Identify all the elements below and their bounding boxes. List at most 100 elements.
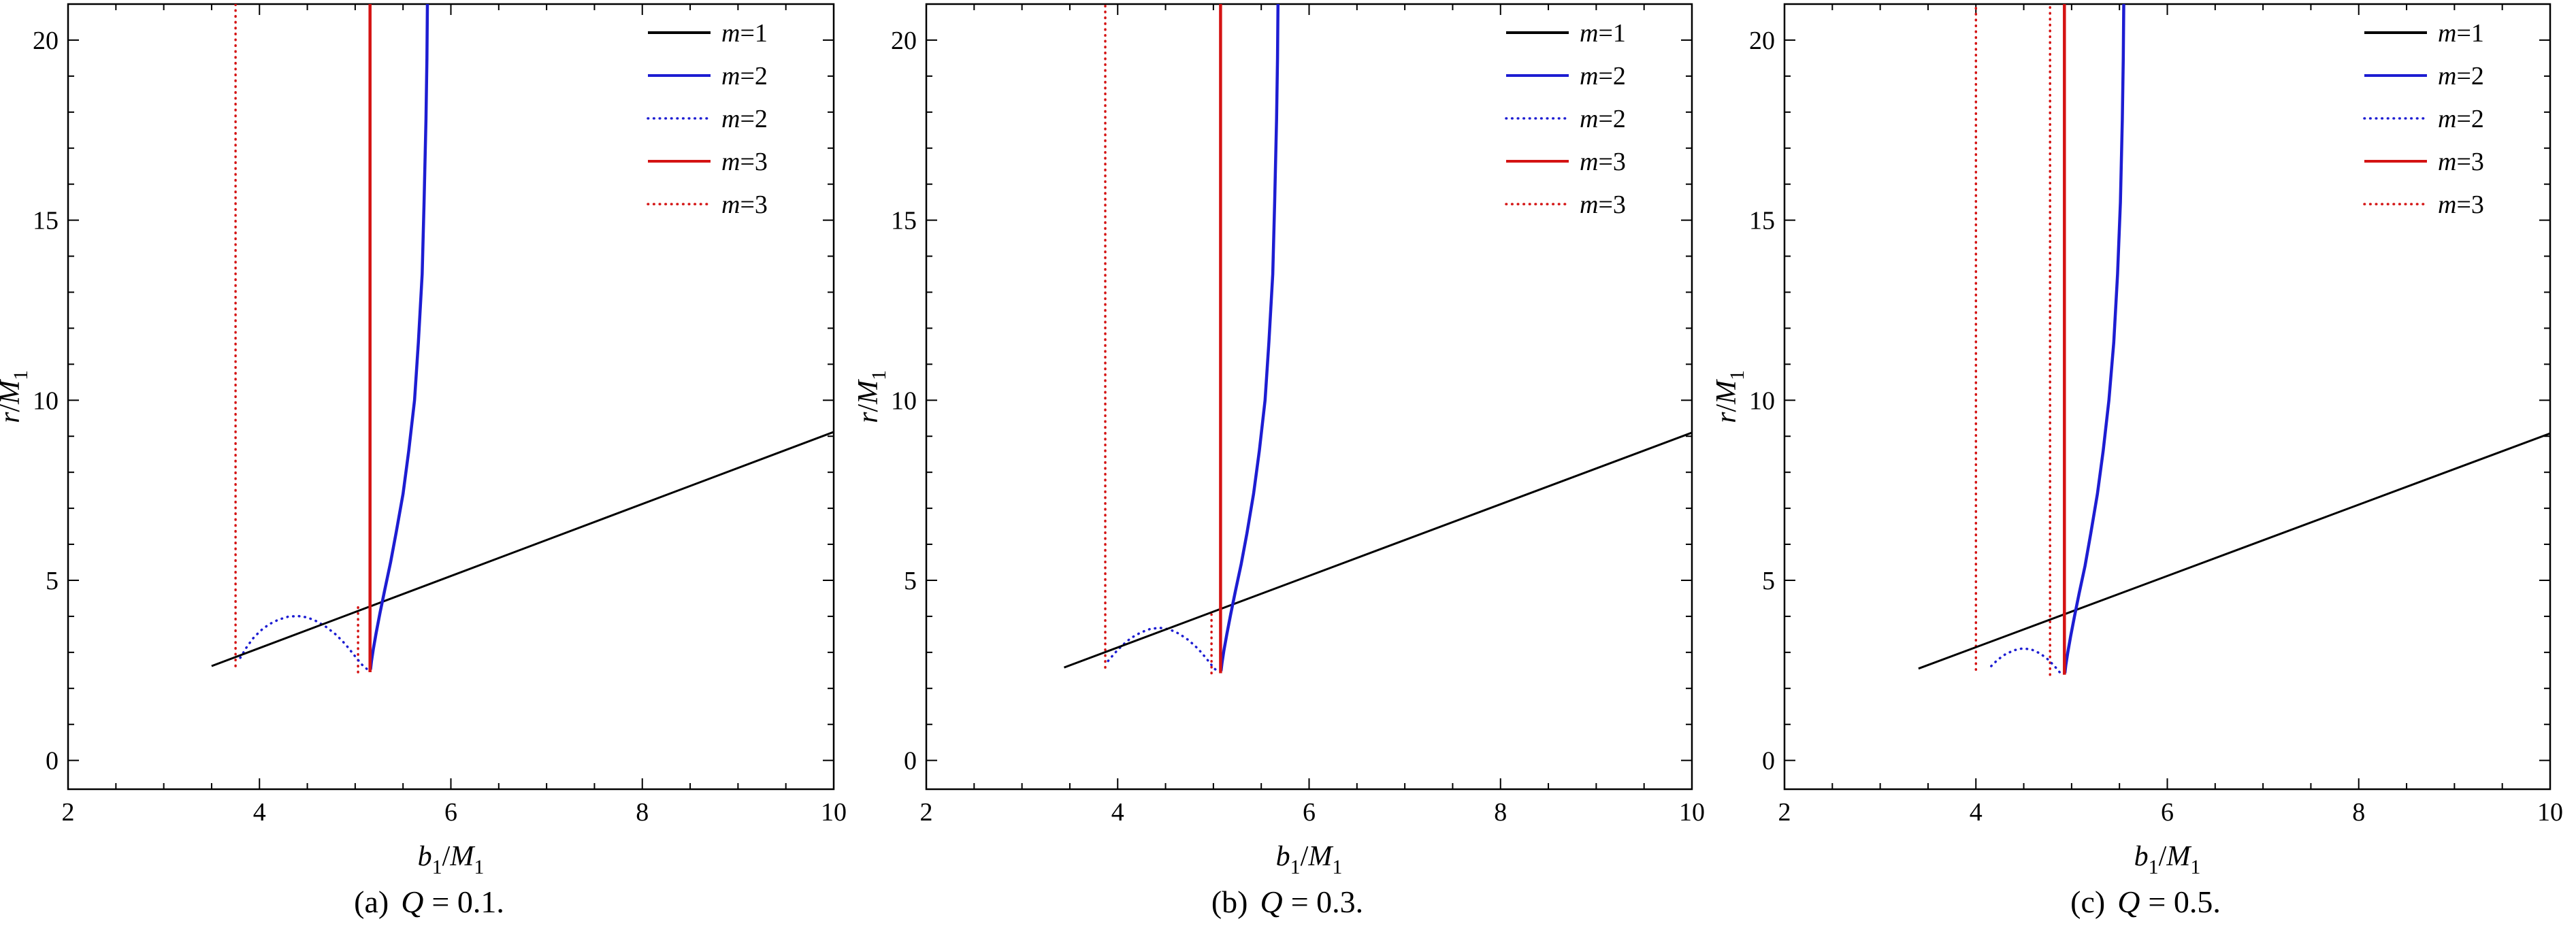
y-tick-label: 15 — [891, 207, 917, 235]
legend: m=1 m=2 m=2 m=3 m=3 — [1505, 19, 1626, 219]
plot-panel-c: 2 4 6 8 10 0 5 10 15 20 b1/M1 r/M1 m=1 m=2 m=2 m=3 m=3 — [1716, 3, 2564, 878]
legend-item-0: m=1 — [1506, 19, 1626, 48]
legend-item-4: m=3 — [647, 190, 768, 219]
series-m2-dotted-curve — [1990, 647, 2063, 676]
legend-label: m=3 — [1580, 148, 1626, 176]
legend-label: m=2 — [2438, 105, 2484, 133]
panel-b-caption: (b) Q = 0.3. — [1211, 884, 1363, 925]
series-m2-dotted-curve — [1107, 627, 1220, 674]
axis-ticks — [67, 3, 834, 789]
x-tick-labels: 2 4 6 8 10 — [1778, 798, 2564, 827]
legend-label: m=3 — [2438, 190, 2484, 219]
y-axis-label: r/M1 — [858, 370, 890, 423]
caption-index: (c) — [2070, 884, 2106, 919]
y-tick-label: 20 — [1749, 27, 1775, 55]
panel-a-caption: (a) Q = 0.1. — [354, 884, 504, 925]
legend-item-0: m=1 — [648, 19, 768, 48]
plot-panel-a: 2 4 6 8 10 0 5 10 15 20 b1/M1 r/M1 m=1 m=2 m=2 m=3 m=3 — [0, 3, 847, 878]
legend-label: m=2 — [1580, 105, 1626, 133]
legend-label: m=1 — [721, 19, 768, 48]
y-tick-label: 0 — [904, 747, 917, 776]
y-tick-label: 5 — [904, 567, 917, 595]
legend-item-3: m=3 — [1506, 148, 1626, 176]
legend-item-3: m=3 — [648, 148, 768, 176]
x-tick-label: 8 — [636, 798, 649, 827]
legend-label: m=1 — [2438, 19, 2484, 48]
panel-b: 2 4 6 8 10 0 5 10 15 20 b1/M1 r/M1 m=1 m=2 m=2 m=3 m=3 (… — [858, 0, 1716, 925]
x-tick-label: 4 — [1111, 798, 1124, 827]
caption-variable: Q — [401, 884, 424, 919]
legend-item-3: m=3 — [2364, 148, 2484, 176]
x-tick-label: 2 — [1778, 798, 1791, 827]
series-m2-solid-curve — [369, 4, 429, 670]
panel-c: 2 4 6 8 10 0 5 10 15 20 b1/M1 r/M1 m=1 m=2 m=2 m=3 m=3 (… — [1716, 0, 2575, 925]
legend-label: m=2 — [1580, 62, 1626, 90]
y-tick-labels: 0 5 10 15 20 — [1749, 27, 1775, 776]
legend-label: m=2 — [2438, 62, 2484, 90]
caption-variable: Q — [1260, 884, 1283, 919]
legend-label: m=1 — [1580, 19, 1626, 48]
x-tick-labels: 2 4 6 8 10 — [62, 798, 847, 827]
series-m1-line — [1918, 432, 2550, 670]
x-tick-label: 8 — [1494, 798, 1507, 827]
x-tick-label: 6 — [1303, 798, 1316, 827]
caption-index: (a) — [354, 884, 389, 919]
y-tick-label: 15 — [33, 207, 59, 235]
x-tick-label: 2 — [920, 798, 933, 827]
axis-ticks — [1784, 3, 2551, 789]
y-tick-labels: 0 5 10 15 20 — [891, 27, 917, 776]
legend-item-4: m=3 — [1505, 190, 1626, 219]
x-axis-label: b1/M1 — [2134, 841, 2201, 878]
caption-value: = 0.5. — [2148, 884, 2221, 919]
legend-label: m=3 — [1580, 190, 1626, 219]
x-axis-label: b1/M1 — [418, 841, 485, 878]
legend: m=1 m=2 m=2 m=3 m=3 — [2363, 19, 2484, 219]
x-axis-label: b1/M1 — [1276, 841, 1343, 878]
y-tick-label: 0 — [1762, 747, 1775, 776]
series-m2-solid-curve — [1219, 4, 1280, 672]
y-tick-label: 20 — [891, 27, 917, 55]
legend-item-2: m=2 — [647, 105, 768, 133]
plot-series — [1063, 4, 1692, 675]
series-m1-line — [211, 431, 834, 667]
y-tick-labels: 0 5 10 15 20 — [33, 27, 59, 776]
legend-label: m=3 — [721, 190, 768, 219]
y-tick-label: 5 — [46, 567, 59, 595]
legend-item-2: m=2 — [1505, 105, 1626, 133]
x-tick-label: 6 — [444, 798, 457, 827]
x-tick-label: 10 — [1679, 798, 1705, 827]
x-tick-label: 8 — [2352, 798, 2365, 827]
y-tick-label: 0 — [46, 747, 59, 776]
legend-item-4: m=3 — [2363, 190, 2484, 219]
caption-value: = 0.1. — [431, 884, 504, 919]
plot-series — [211, 4, 834, 674]
y-tick-label: 15 — [1749, 207, 1775, 235]
axis-ticks — [926, 3, 1693, 789]
y-tick-label: 20 — [33, 27, 59, 55]
y-tick-label: 10 — [891, 386, 917, 415]
legend-item-1: m=2 — [1506, 62, 1626, 90]
y-tick-label: 10 — [33, 386, 59, 415]
series-m2-solid-curve — [2063, 4, 2125, 674]
panel-c-caption: (c) Q = 0.5. — [2070, 884, 2221, 925]
legend-label: m=3 — [721, 148, 768, 176]
series-m2-dotted-curve — [239, 614, 369, 672]
plot-frame — [67, 3, 835, 791]
legend-label: m=2 — [721, 105, 768, 133]
caption-value: = 0.3. — [1290, 884, 1364, 919]
legend: m=1 m=2 m=2 m=3 m=3 — [647, 19, 768, 219]
x-tick-labels: 2 4 6 8 10 — [920, 798, 1706, 827]
plot-series — [1918, 4, 2550, 676]
y-axis-label: r/M1 — [0, 370, 32, 423]
x-tick-label: 6 — [2161, 798, 2174, 827]
legend-label: m=3 — [2438, 148, 2484, 176]
series-m1-line — [1063, 431, 1692, 669]
caption-variable: Q — [2117, 884, 2140, 919]
plot-panel-b: 2 4 6 8 10 0 5 10 15 20 b1/M1 r/M1 m=1 m=2 m=2 m=3 m=3 — [858, 3, 1706, 878]
panel-a: 2 4 6 8 10 0 5 10 15 20 b1/M1 r/M1 m=1 m=2 m=2 m=3 m=3 (… — [0, 0, 858, 925]
y-tick-label: 5 — [1762, 567, 1775, 595]
x-tick-label: 2 — [62, 798, 75, 827]
legend-label: m=2 — [721, 62, 768, 90]
legend-item-2: m=2 — [2363, 105, 2484, 133]
